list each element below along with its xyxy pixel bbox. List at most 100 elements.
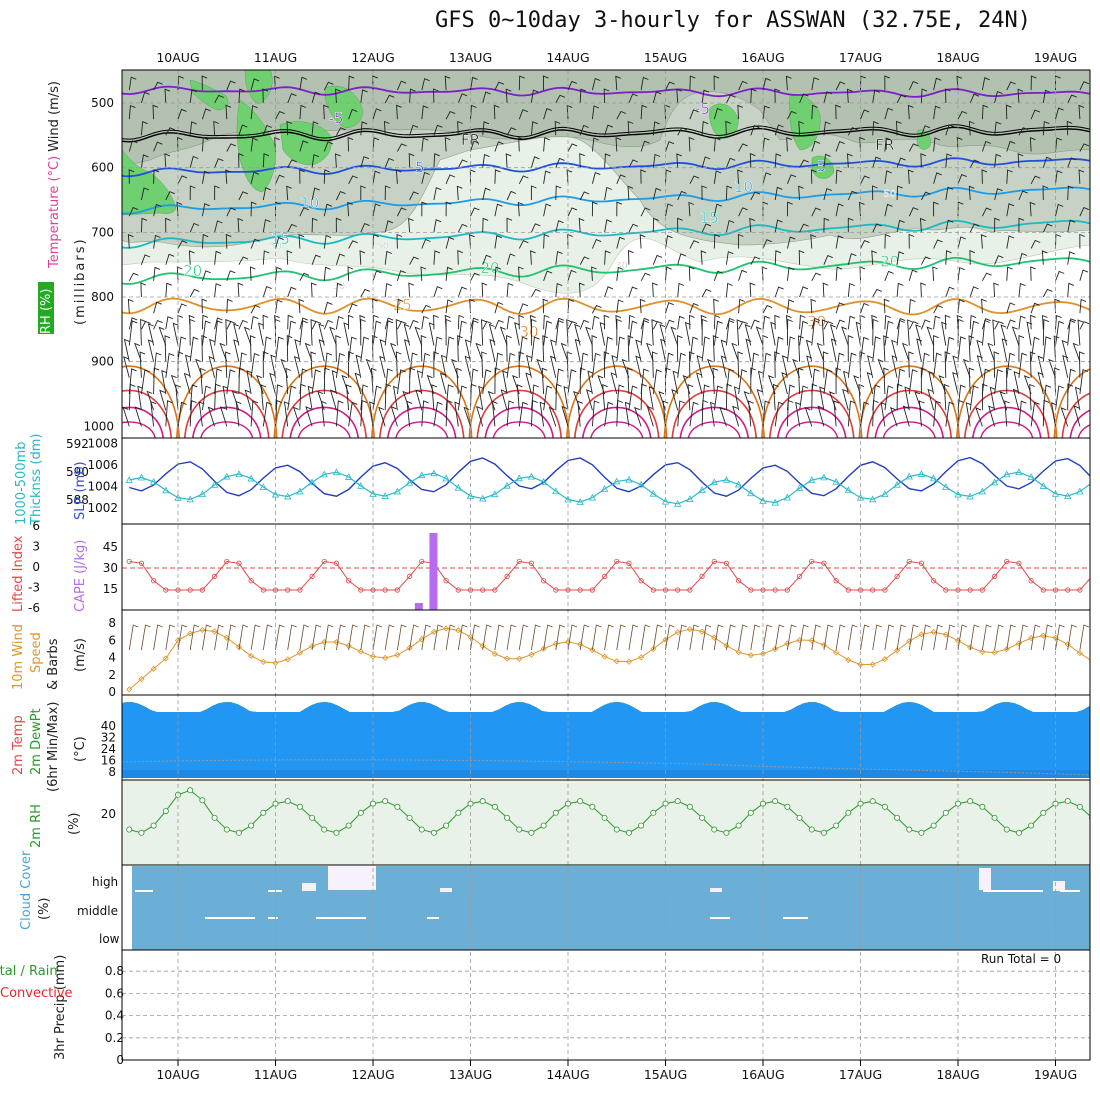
wind-barb-10m <box>384 624 395 651</box>
wind-barb <box>689 75 696 91</box>
wind-barb <box>335 217 342 233</box>
wind-barb <box>823 91 833 104</box>
wind-barb <box>201 75 208 91</box>
wind-barb <box>360 89 368 104</box>
wind-barb <box>250 201 257 217</box>
wind-barb <box>384 220 394 233</box>
wind-barb <box>1006 203 1015 217</box>
wind-barb <box>823 187 832 201</box>
wind-barb <box>579 319 590 330</box>
lifted-index-point <box>419 558 425 565</box>
wind-barb <box>835 104 841 120</box>
panel-frame-1 <box>121 437 1091 525</box>
wind-barb <box>384 283 392 298</box>
wind-barb <box>470 207 480 217</box>
wind-barb <box>847 127 858 136</box>
wind-barb <box>189 400 197 427</box>
wind-barb <box>701 185 708 201</box>
wind-barb <box>421 304 432 314</box>
thickness-marker <box>674 499 682 507</box>
wind-barb <box>689 401 699 427</box>
cloud-high-gap-3 <box>1060 890 1080 892</box>
wind-barb <box>177 108 187 120</box>
date-bottom-9: 19AUG <box>1034 1067 1077 1082</box>
lifted-index-point <box>346 578 352 584</box>
wind-barb <box>1079 143 1090 152</box>
wind-barb <box>811 368 820 395</box>
wind-barb <box>189 384 198 411</box>
rh-legend-swatch <box>38 282 54 334</box>
wind-barb <box>214 94 224 104</box>
wind-barb <box>396 80 407 91</box>
wind-barb <box>821 319 828 346</box>
thickness-marker <box>308 478 316 486</box>
wind-barb <box>323 319 334 330</box>
wind-barb <box>847 335 854 362</box>
wind-barb <box>652 321 663 330</box>
wind-barb <box>945 186 954 201</box>
wind-barb-10m <box>652 624 663 651</box>
wind-barb <box>275 111 285 120</box>
wind-barb <box>177 175 188 185</box>
wind-barb <box>628 93 638 104</box>
wind-barb-10m <box>287 624 297 651</box>
wind-barb <box>475 405 484 427</box>
wind-barb <box>1079 233 1085 249</box>
wind-barb <box>225 233 232 249</box>
wind-barb <box>177 136 183 152</box>
wind-barb <box>785 75 792 91</box>
wind-barb <box>677 253 686 265</box>
wind-barb <box>482 153 490 168</box>
wind-barb <box>323 367 330 395</box>
wind-barb <box>969 223 980 233</box>
chart-title: GFS 0~10day 3-hourly for ASSWAN (32.75E,… <box>435 8 1032 33</box>
wind-barb-10m <box>1067 624 1077 651</box>
wind-speed-point <box>443 625 450 632</box>
lifted-index-point <box>553 587 559 593</box>
wind-barb <box>799 314 806 330</box>
wind-barb <box>823 255 833 265</box>
wind-barb <box>792 358 801 378</box>
wind-speed-point <box>564 638 572 646</box>
wind-barb <box>574 323 581 346</box>
wind-barb <box>599 321 606 346</box>
wind-barb <box>786 137 792 152</box>
wind-barb <box>786 336 796 362</box>
wind-barb <box>1067 94 1077 104</box>
wind-barb <box>1067 383 1074 411</box>
wind-barb <box>640 140 650 152</box>
wind-barb <box>164 88 171 104</box>
thickness-marker <box>210 480 219 488</box>
wind-barb <box>774 286 784 298</box>
wind-barb <box>1053 335 1060 362</box>
thickness-marker <box>418 471 426 479</box>
thickness-marker <box>162 486 170 494</box>
wind-barb <box>305 406 313 427</box>
wind-barb <box>725 120 731 136</box>
thickness-marker <box>1064 492 1072 500</box>
wind-barb <box>323 169 330 184</box>
wind-barb <box>884 170 892 184</box>
wind-barb <box>311 91 321 104</box>
wind-barb <box>127 234 134 249</box>
wind-speed-point <box>906 638 913 645</box>
wind-barb <box>421 137 429 152</box>
wind-barb <box>627 185 634 201</box>
wind-barb <box>611 354 618 378</box>
wind-barb <box>713 203 722 217</box>
wind-barb <box>286 250 293 265</box>
wind-barb <box>482 121 490 136</box>
wind-barb <box>518 175 529 185</box>
wind-barb <box>701 89 710 104</box>
lifted-index-point <box>589 587 595 593</box>
rh2m-point <box>479 798 486 805</box>
wind-barb <box>238 367 245 395</box>
wind-barb <box>933 137 941 152</box>
wind-barb <box>896 317 906 330</box>
wind-barb <box>762 137 770 152</box>
wind-barb <box>395 169 402 184</box>
wind-barb <box>988 405 996 427</box>
wind-barb <box>518 351 525 378</box>
wind-barb <box>945 153 953 168</box>
wind-tick-0: 0 <box>108 685 116 699</box>
